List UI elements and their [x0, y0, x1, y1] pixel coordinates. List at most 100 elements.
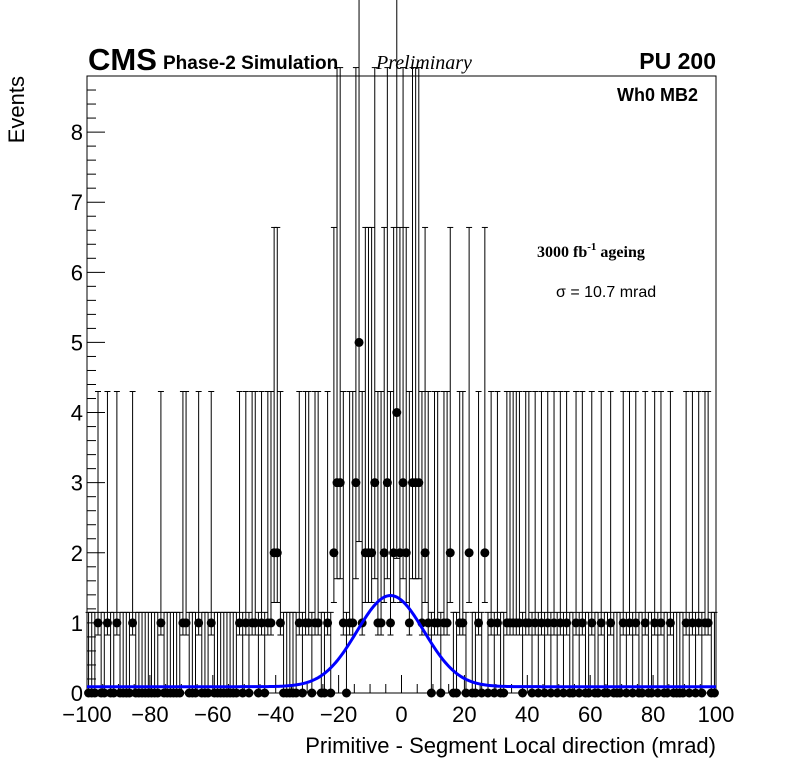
data-point — [527, 688, 537, 698]
data-point — [376, 618, 386, 628]
data-point — [323, 618, 333, 628]
ageing-exponent: -1 — [587, 241, 596, 253]
data-point — [543, 618, 553, 628]
data-point — [194, 618, 204, 628]
data-point — [304, 618, 314, 628]
data-point — [665, 618, 675, 628]
sigma-label: σ = 10.7 mrad — [556, 284, 656, 301]
y-tick-label: 0 — [71, 681, 83, 706]
x-axis-title: Primitive - Segment Local direction (mra… — [305, 733, 716, 758]
data-point — [650, 618, 660, 628]
data-point — [552, 688, 562, 698]
data-point — [329, 548, 339, 558]
data-point — [678, 688, 688, 698]
data-point — [367, 548, 377, 558]
data-point — [694, 618, 704, 628]
data-point — [392, 408, 402, 418]
y-tick-label: 1 — [71, 611, 83, 636]
data-point — [275, 618, 285, 628]
data-point — [266, 618, 276, 628]
data-point — [241, 618, 251, 628]
data-point — [477, 688, 487, 698]
data-point — [354, 337, 364, 347]
data-point — [272, 548, 282, 558]
ageing-suffix: ageing — [596, 244, 644, 261]
data-point — [464, 548, 474, 558]
x-tick-label: 20 — [452, 702, 476, 727]
data-point — [681, 618, 691, 628]
data-point — [156, 618, 166, 628]
data-point — [530, 618, 540, 628]
y-tick-label: 3 — [71, 471, 83, 496]
data-point — [389, 548, 399, 558]
data-point — [401, 548, 411, 558]
data-point — [203, 688, 213, 698]
data-point — [606, 618, 616, 628]
data-point — [703, 618, 713, 628]
x-tick-label: 60 — [578, 702, 602, 727]
data-point — [379, 548, 389, 558]
y-tick-label: 4 — [71, 401, 83, 426]
data-point — [423, 618, 433, 628]
data-point — [442, 618, 452, 628]
data-point — [631, 618, 641, 628]
data-point — [206, 618, 216, 628]
data-point — [709, 688, 719, 698]
data-point — [615, 688, 625, 698]
data-point — [260, 688, 270, 698]
data-point — [244, 688, 254, 698]
y-tick-label: 5 — [71, 330, 83, 355]
data-point — [653, 688, 663, 698]
data-point — [250, 618, 260, 628]
data-point — [562, 618, 572, 628]
data-point — [181, 618, 191, 628]
data-point — [385, 618, 395, 628]
x-tick-label: −80 — [131, 702, 168, 727]
data-point — [577, 618, 587, 628]
data-point — [458, 618, 468, 628]
data-point — [474, 618, 484, 628]
x-tick-label: 0 — [395, 702, 407, 727]
data-point — [433, 618, 443, 628]
tick-labels: −100 −80 −60 −40 −20 0 20 40 60 80 100 0 1 2 3 4 5 6 7 8 — [62, 120, 734, 727]
chamber-label: Wh0 MB2 — [617, 85, 698, 105]
x-tick-label: −40 — [257, 702, 294, 727]
data-point — [436, 688, 446, 698]
data-point — [326, 688, 336, 698]
data-point — [483, 688, 493, 698]
data-point — [153, 688, 163, 698]
data-point — [445, 548, 455, 558]
data-point — [602, 688, 612, 698]
data-point — [647, 688, 657, 698]
data-point — [489, 688, 499, 698]
ageing-label: 3000 fb-1 ageing — [537, 241, 645, 261]
data-point — [414, 478, 424, 488]
data-point — [191, 688, 201, 698]
data-point — [640, 618, 650, 628]
data-point — [593, 688, 603, 698]
data-point — [555, 618, 565, 628]
data-point — [480, 548, 490, 558]
y-axis-title: Events — [4, 76, 29, 143]
data-point — [395, 548, 405, 558]
data-point — [93, 618, 103, 628]
data-point — [335, 478, 345, 488]
data-point — [697, 688, 707, 698]
data-point — [628, 688, 638, 698]
data-point — [238, 688, 248, 698]
y-tick-label: 8 — [71, 120, 83, 145]
data-point — [571, 618, 581, 628]
data-point — [291, 688, 301, 698]
x-tick-label: 80 — [641, 702, 665, 727]
data-point — [128, 618, 138, 628]
data-point — [370, 478, 380, 488]
data-point — [231, 688, 241, 698]
x-tick-label: 100 — [698, 702, 735, 727]
data-point — [338, 618, 348, 628]
data-point — [470, 688, 480, 698]
fit-curve — [87, 594, 716, 689]
fit-curve-group — [87, 594, 716, 689]
data-point — [112, 618, 122, 628]
data-point — [518, 688, 528, 698]
